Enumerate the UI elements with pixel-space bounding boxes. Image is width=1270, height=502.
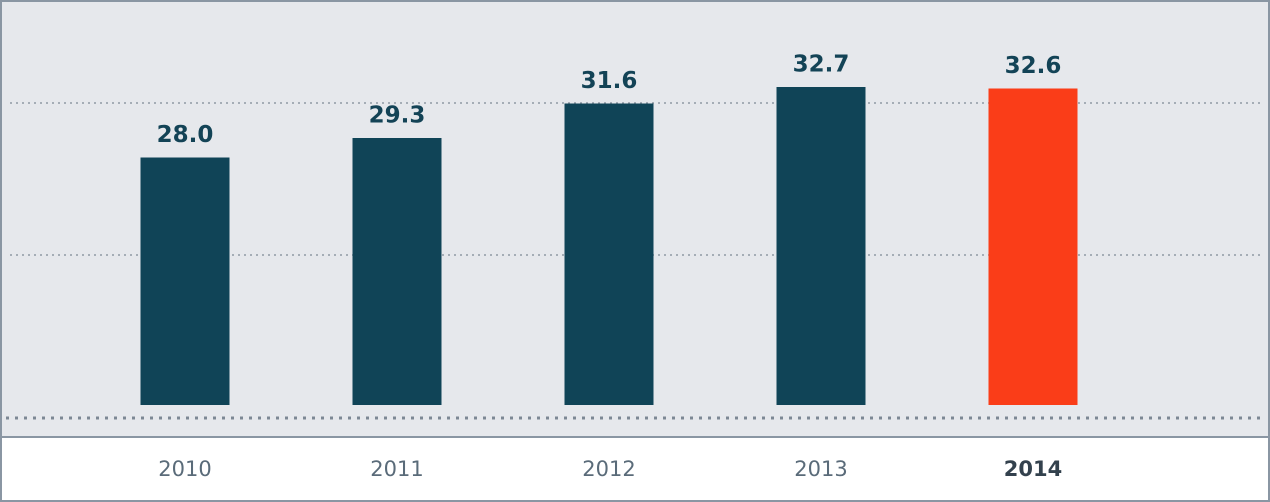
bar xyxy=(988,88,1078,405)
value-label: 32.6 xyxy=(1005,53,1062,79)
bar xyxy=(776,87,866,405)
x-tick-label: 2011 xyxy=(370,457,423,481)
x-tick-label: 2013 xyxy=(794,457,847,481)
value-label: 32.7 xyxy=(793,52,850,78)
x-tick-label: 2010 xyxy=(158,457,211,481)
x-tick-label: 2012 xyxy=(582,457,635,481)
x-tick-label: 2014 xyxy=(1004,457,1062,481)
bar xyxy=(352,138,442,405)
value-label: 28.0 xyxy=(157,122,214,148)
bar xyxy=(140,157,230,405)
bar xyxy=(564,103,654,405)
value-label: 31.6 xyxy=(581,68,638,94)
value-label: 29.3 xyxy=(369,103,426,129)
